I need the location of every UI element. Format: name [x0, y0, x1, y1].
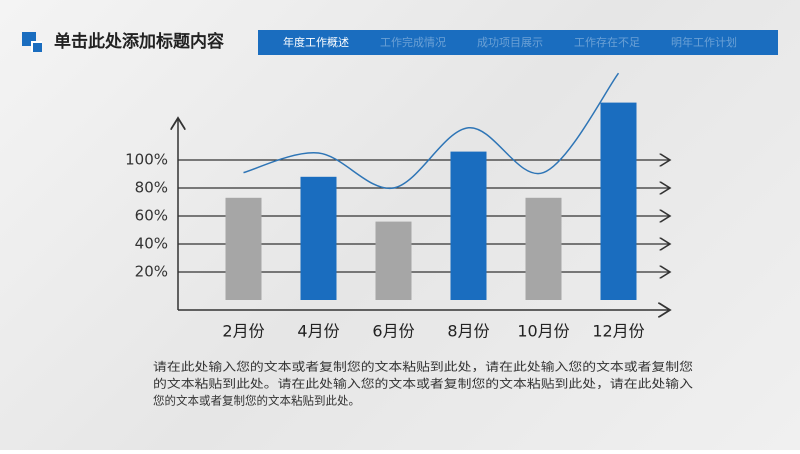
trend-line [243, 72, 620, 189]
body-text: 您的文本或者复制您的文本粘贴到此处。 [153, 394, 360, 408]
body-text: 请在此处输入您的文本或者复制您的文本粘贴到此处，请在此处输入您的文本或者复制您 [153, 360, 693, 374]
y-tick-label: 20% [135, 263, 168, 281]
x-tick-label: 2月份 [222, 322, 264, 341]
tab[interactable]: 年度工作概述 [283, 35, 349, 49]
body-text: 的文本粘贴到此处。请在此处输入您的文本或者复制您的文本粘贴到此处，请在此处输入 [153, 377, 694, 391]
icon [33, 43, 42, 52]
tab[interactable]: 成功项目展示 [477, 36, 543, 49]
y-tick-label: 40% [135, 235, 168, 253]
y-tick-label: 80% [135, 179, 168, 197]
tab[interactable]: 工作完成情况 [380, 35, 446, 49]
tab-bar [258, 30, 778, 55]
tab[interactable]: 明年工作计划 [671, 35, 737, 49]
tab[interactable]: 工作存在不足 [574, 35, 640, 49]
y-tick-label: 100% [125, 151, 168, 169]
x-tick-label: 12月份 [592, 322, 644, 341]
x-tick-label: 4月份 [297, 322, 339, 341]
bar [525, 197, 562, 300]
bar [225, 197, 262, 300]
y-tick-label: 60% [135, 207, 168, 225]
x-tick-label: 8月份 [447, 322, 489, 341]
slide-title: 单击此处添加标题内容 [54, 31, 224, 52]
bar [600, 102, 637, 300]
x-tick-label: 6月份 [372, 322, 414, 341]
bar [300, 176, 337, 300]
x-tick-label: 10月份 [517, 322, 569, 341]
bar [450, 151, 487, 300]
bar [375, 221, 412, 300]
